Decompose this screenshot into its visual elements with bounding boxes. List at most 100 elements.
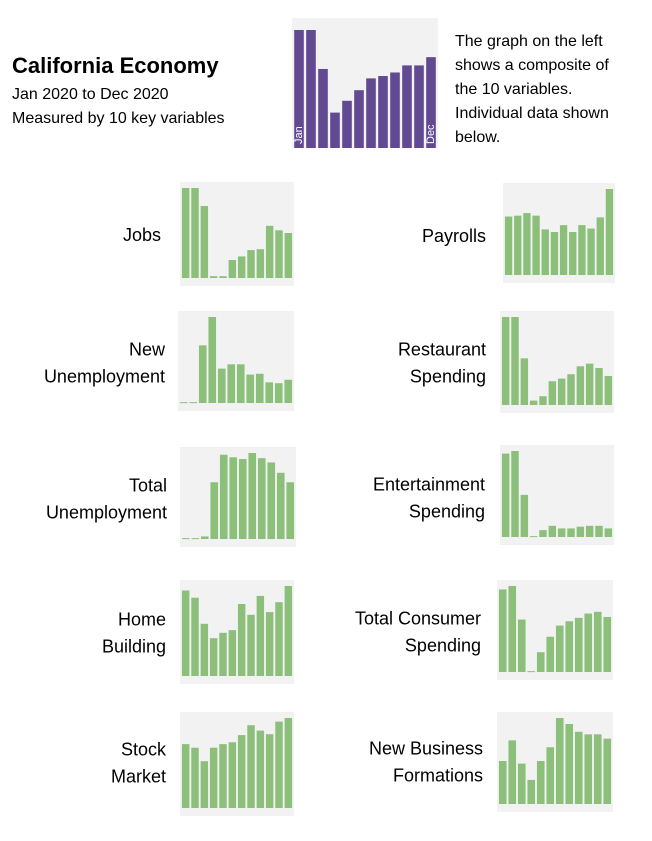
bar (246, 374, 255, 403)
bar (569, 232, 577, 275)
chart-label: New (129, 339, 166, 359)
bar (228, 742, 237, 808)
bar (514, 215, 522, 275)
chart-label: Unemployment (46, 502, 167, 522)
bar (603, 616, 612, 672)
bar (555, 718, 564, 804)
bar (366, 78, 376, 148)
bar (546, 747, 555, 804)
bar (191, 597, 199, 676)
bar (426, 57, 436, 148)
bar (567, 374, 575, 405)
bar (181, 590, 190, 676)
bar (219, 632, 227, 676)
bar (548, 381, 557, 405)
bar (498, 589, 507, 672)
bar (414, 65, 424, 148)
bar (237, 604, 246, 676)
bar (402, 65, 412, 148)
chart-background (500, 445, 614, 545)
bar (284, 379, 293, 403)
bar (284, 233, 293, 278)
title: California Economy (12, 53, 219, 78)
x-tick-label: Dec (425, 124, 437, 144)
bar (498, 761, 507, 804)
bar (520, 494, 529, 537)
chart-label: Restaurant (398, 339, 486, 359)
bar (257, 458, 266, 539)
bar (501, 453, 510, 537)
bar (181, 744, 190, 808)
bar (275, 721, 283, 808)
bar (595, 525, 603, 537)
bar (574, 617, 583, 672)
bar (342, 100, 352, 148)
bar (565, 621, 574, 672)
bar (275, 602, 283, 676)
chart-label: Jobs (123, 225, 161, 245)
bar (208, 317, 217, 403)
bar (520, 358, 529, 405)
bar (179, 402, 188, 404)
chart-label: Stock (121, 739, 167, 759)
chart-label: Home (118, 609, 166, 629)
chart-label: Spending (405, 635, 481, 655)
bar (191, 538, 200, 540)
bar (191, 747, 199, 808)
bar (557, 528, 566, 537)
bar (247, 725, 255, 808)
bar (511, 317, 519, 405)
bar (238, 459, 247, 539)
bar (603, 738, 612, 804)
bar (529, 536, 538, 538)
bar (593, 734, 602, 804)
bar (181, 538, 190, 540)
bar (265, 382, 274, 403)
bar (574, 731, 583, 804)
bar (228, 630, 237, 676)
bar (267, 462, 276, 539)
bar (576, 526, 585, 537)
description: shows a composite of (455, 57, 609, 74)
bar (539, 530, 547, 537)
bar (585, 363, 594, 405)
bar (237, 256, 246, 278)
bar (247, 614, 255, 676)
subtitle: Jan 2020 to Dec 2020 (12, 86, 169, 103)
chart-label: Total Consumer (355, 608, 481, 628)
bar (527, 671, 536, 673)
bar (604, 528, 613, 537)
bar (200, 206, 209, 278)
bar (228, 260, 237, 278)
bar (198, 345, 207, 403)
bar (390, 72, 400, 148)
description: The graph on the left (455, 33, 603, 50)
bar (517, 763, 526, 804)
chart-label: Formations (393, 765, 483, 785)
bar (517, 619, 526, 672)
bar (217, 368, 226, 403)
bar (584, 613, 593, 672)
bar (191, 188, 199, 278)
bar (550, 232, 559, 275)
bar (508, 740, 517, 804)
bar (200, 536, 209, 539)
description: the 10 variables. (455, 81, 572, 98)
subtitle: Measured by 10 key variables (12, 110, 225, 127)
bar (536, 652, 545, 672)
bar (527, 779, 536, 804)
bar (318, 68, 328, 148)
bar (255, 373, 264, 403)
bar (275, 230, 283, 278)
bar (529, 400, 538, 405)
bar (227, 364, 236, 403)
bar (265, 225, 274, 278)
bar (555, 625, 564, 672)
chart-background (503, 183, 615, 283)
bar (229, 457, 238, 539)
bar (596, 217, 604, 275)
chart-label: Total (129, 475, 167, 495)
x-tick-label: Jan (293, 126, 305, 144)
bar (200, 623, 209, 676)
bar (576, 366, 585, 405)
